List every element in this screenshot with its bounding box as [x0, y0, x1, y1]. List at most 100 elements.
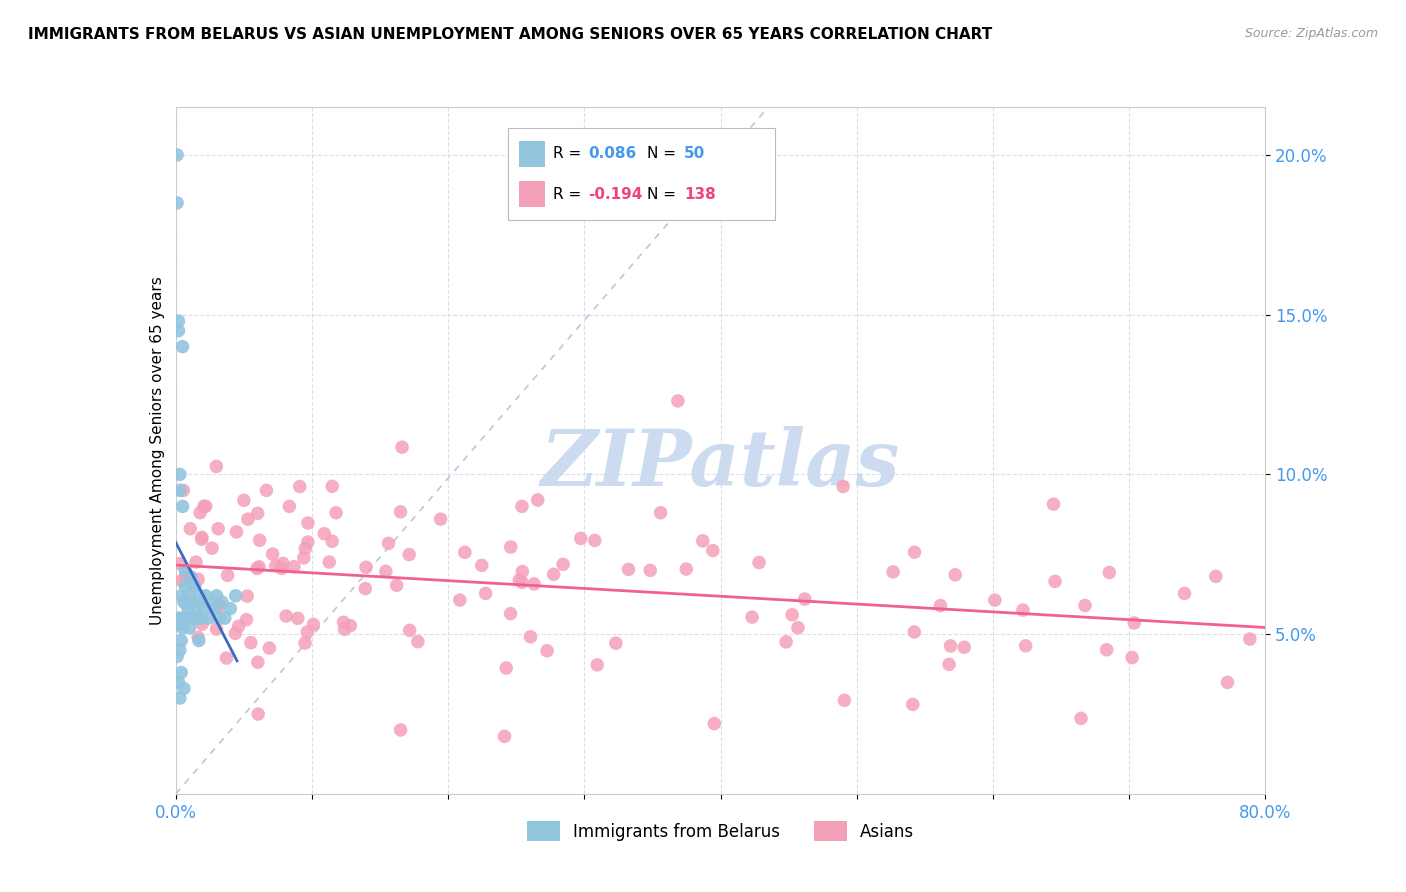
Point [169, 643, 191, 657]
Point [787, 621, 810, 635]
Point [246, 655, 269, 669]
Point [191, 595, 214, 609]
Point [167, 675, 190, 690]
Point [638, 563, 661, 577]
Point [292, 550, 315, 565]
Point [943, 567, 966, 582]
Point [249, 533, 271, 548]
Text: R =: R = [554, 146, 586, 161]
Point [179, 589, 201, 603]
Text: 0.086: 0.086 [588, 146, 637, 161]
Point [179, 522, 201, 536]
Point [903, 624, 925, 639]
Point [224, 626, 246, 640]
Point [166, 649, 188, 664]
Point [264, 558, 287, 573]
Point [205, 589, 228, 603]
Point [169, 557, 191, 571]
Point [173, 595, 195, 609]
Point [188, 506, 211, 520]
Point [190, 533, 212, 547]
Point [471, 558, 494, 573]
Point [208, 611, 231, 625]
Point [650, 506, 672, 520]
Point [183, 611, 205, 625]
Point [314, 526, 336, 541]
Point [748, 556, 770, 570]
Point [207, 600, 229, 615]
Bar [519, 141, 546, 167]
Point [294, 541, 316, 556]
Point [197, 611, 219, 625]
Point [169, 467, 191, 482]
Point [174, 563, 197, 577]
Point [389, 723, 412, 737]
Point [169, 617, 191, 632]
Point [834, 693, 856, 707]
Point [1123, 615, 1146, 630]
Point [333, 622, 356, 636]
Point [179, 621, 201, 635]
Point [318, 555, 340, 569]
Point [173, 611, 195, 625]
Point [536, 644, 558, 658]
Point [170, 665, 193, 680]
Point [339, 618, 361, 632]
Point [170, 574, 193, 588]
Point [354, 560, 377, 574]
Point [193, 499, 215, 513]
Point [172, 483, 194, 498]
Text: Source: ZipAtlas.com: Source: ZipAtlas.com [1244, 27, 1378, 40]
Point [793, 592, 815, 607]
Point [177, 601, 200, 615]
Point [225, 524, 247, 539]
Point [321, 479, 343, 493]
Point [174, 566, 197, 581]
Point [294, 636, 316, 650]
Point [429, 512, 451, 526]
Point [247, 706, 270, 721]
Point [287, 611, 309, 625]
Point [167, 324, 190, 338]
Point [246, 561, 269, 575]
Point [181, 595, 204, 609]
Point [270, 561, 292, 575]
Point [283, 559, 305, 574]
Point [170, 589, 193, 603]
Point [406, 634, 429, 648]
Point [385, 578, 408, 592]
Point [172, 340, 194, 354]
Point [454, 545, 477, 559]
Point [166, 195, 188, 210]
Point [297, 516, 319, 530]
Point [187, 573, 209, 587]
Point [169, 691, 191, 706]
Point [288, 479, 311, 493]
Point [1098, 566, 1121, 580]
Point [278, 500, 301, 514]
Point [187, 630, 209, 644]
Point [256, 483, 278, 498]
Point [1042, 497, 1064, 511]
Text: R =: R = [554, 187, 586, 202]
Point [297, 535, 319, 549]
Point [236, 512, 259, 526]
Point [494, 730, 516, 744]
Bar [519, 181, 546, 207]
Point [510, 565, 533, 579]
Point [236, 589, 259, 603]
Point [217, 568, 239, 582]
Point [675, 562, 697, 576]
Point [510, 500, 533, 514]
Point [391, 440, 413, 454]
Point [166, 148, 188, 162]
Point [193, 601, 215, 615]
Point [302, 617, 325, 632]
Point [1014, 639, 1036, 653]
Point [377, 536, 399, 550]
Point [184, 555, 207, 569]
Point [194, 500, 217, 514]
Point [170, 633, 193, 648]
Point [449, 593, 471, 607]
Point [1205, 569, 1227, 583]
